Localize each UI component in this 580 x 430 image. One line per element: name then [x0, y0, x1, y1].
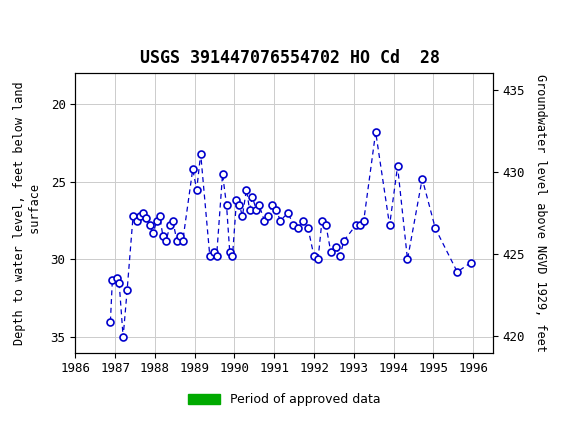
Text: USGS 391447076554702 HO Cd  28: USGS 391447076554702 HO Cd 28: [140, 49, 440, 67]
Y-axis label: Depth to water level, feet below land
 surface: Depth to water level, feet below land su…: [13, 81, 42, 345]
Legend: Period of approved data: Period of approved data: [183, 388, 385, 412]
Text: ≡USGS: ≡USGS: [23, 16, 82, 35]
Y-axis label: Groundwater level above NGVD 1929, feet: Groundwater level above NGVD 1929, feet: [534, 74, 546, 352]
